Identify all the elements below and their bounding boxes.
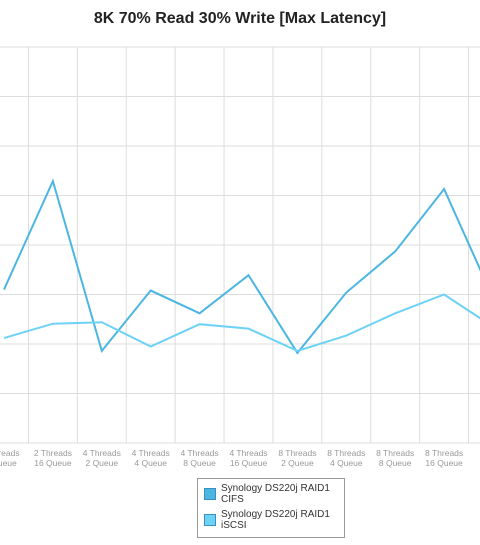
x-tick-label: 2 Queue (85, 458, 118, 468)
legend-item-iscsi[interactable]: Synology DS220j RAID1 iSCSI (202, 509, 340, 531)
x-tick-label: 4 Queue (134, 458, 167, 468)
legend-label-cifs-line1: Synology DS220j RAID1 (221, 483, 330, 494)
x-tick-label: 2 Queue (281, 458, 314, 468)
legend-swatch-iscsi (204, 514, 216, 526)
series-line-0 (3, 178, 480, 355)
x-tick-label: 8 Threads (278, 448, 316, 458)
x-tick-label: 8 Threads (327, 448, 365, 458)
chart-title: 8K 70% Read 30% Write [Max Latency] (93, 10, 387, 27)
legend-swatch-cifs (204, 488, 216, 500)
series-line-1 (3, 293, 480, 352)
x-tick-label: 4 Threads (181, 448, 219, 458)
x-tick-label: 16 Queue (230, 458, 268, 468)
x-tick-label: 4 Threads (83, 448, 121, 458)
x-tick-label: 8 Queue (379, 458, 412, 468)
chart-legend[interactable]: Synology DS220j RAID1 CIFS Synology DS22… (197, 478, 345, 538)
legend-label-cifs-line2: CIFS (221, 494, 244, 505)
x-tick-label: 4 Queue (330, 458, 363, 468)
x-tick-label: 8 Threads (376, 448, 414, 458)
x-tick-label: 2 Threads (34, 448, 72, 458)
x-tick-label: 8 Queue (183, 458, 216, 468)
x-tick-label: Queue (0, 458, 17, 468)
x-tick-label: 4 Threads (132, 448, 170, 458)
x-tick-label: Threads (0, 448, 20, 458)
x-tick-label: 4 Threads (229, 448, 267, 458)
legend-label-iscsi-line2: iSCSI (221, 520, 247, 531)
legend-label-iscsi-line1: Synology DS220j RAID1 (221, 509, 330, 520)
x-tick-label: 16 Queue (425, 458, 463, 468)
legend-item-cifs[interactable]: Synology DS220j RAID1 CIFS (202, 483, 340, 505)
x-tick-label: 16 Queue (34, 458, 72, 468)
x-tick-label: 8 Threads (425, 448, 463, 458)
